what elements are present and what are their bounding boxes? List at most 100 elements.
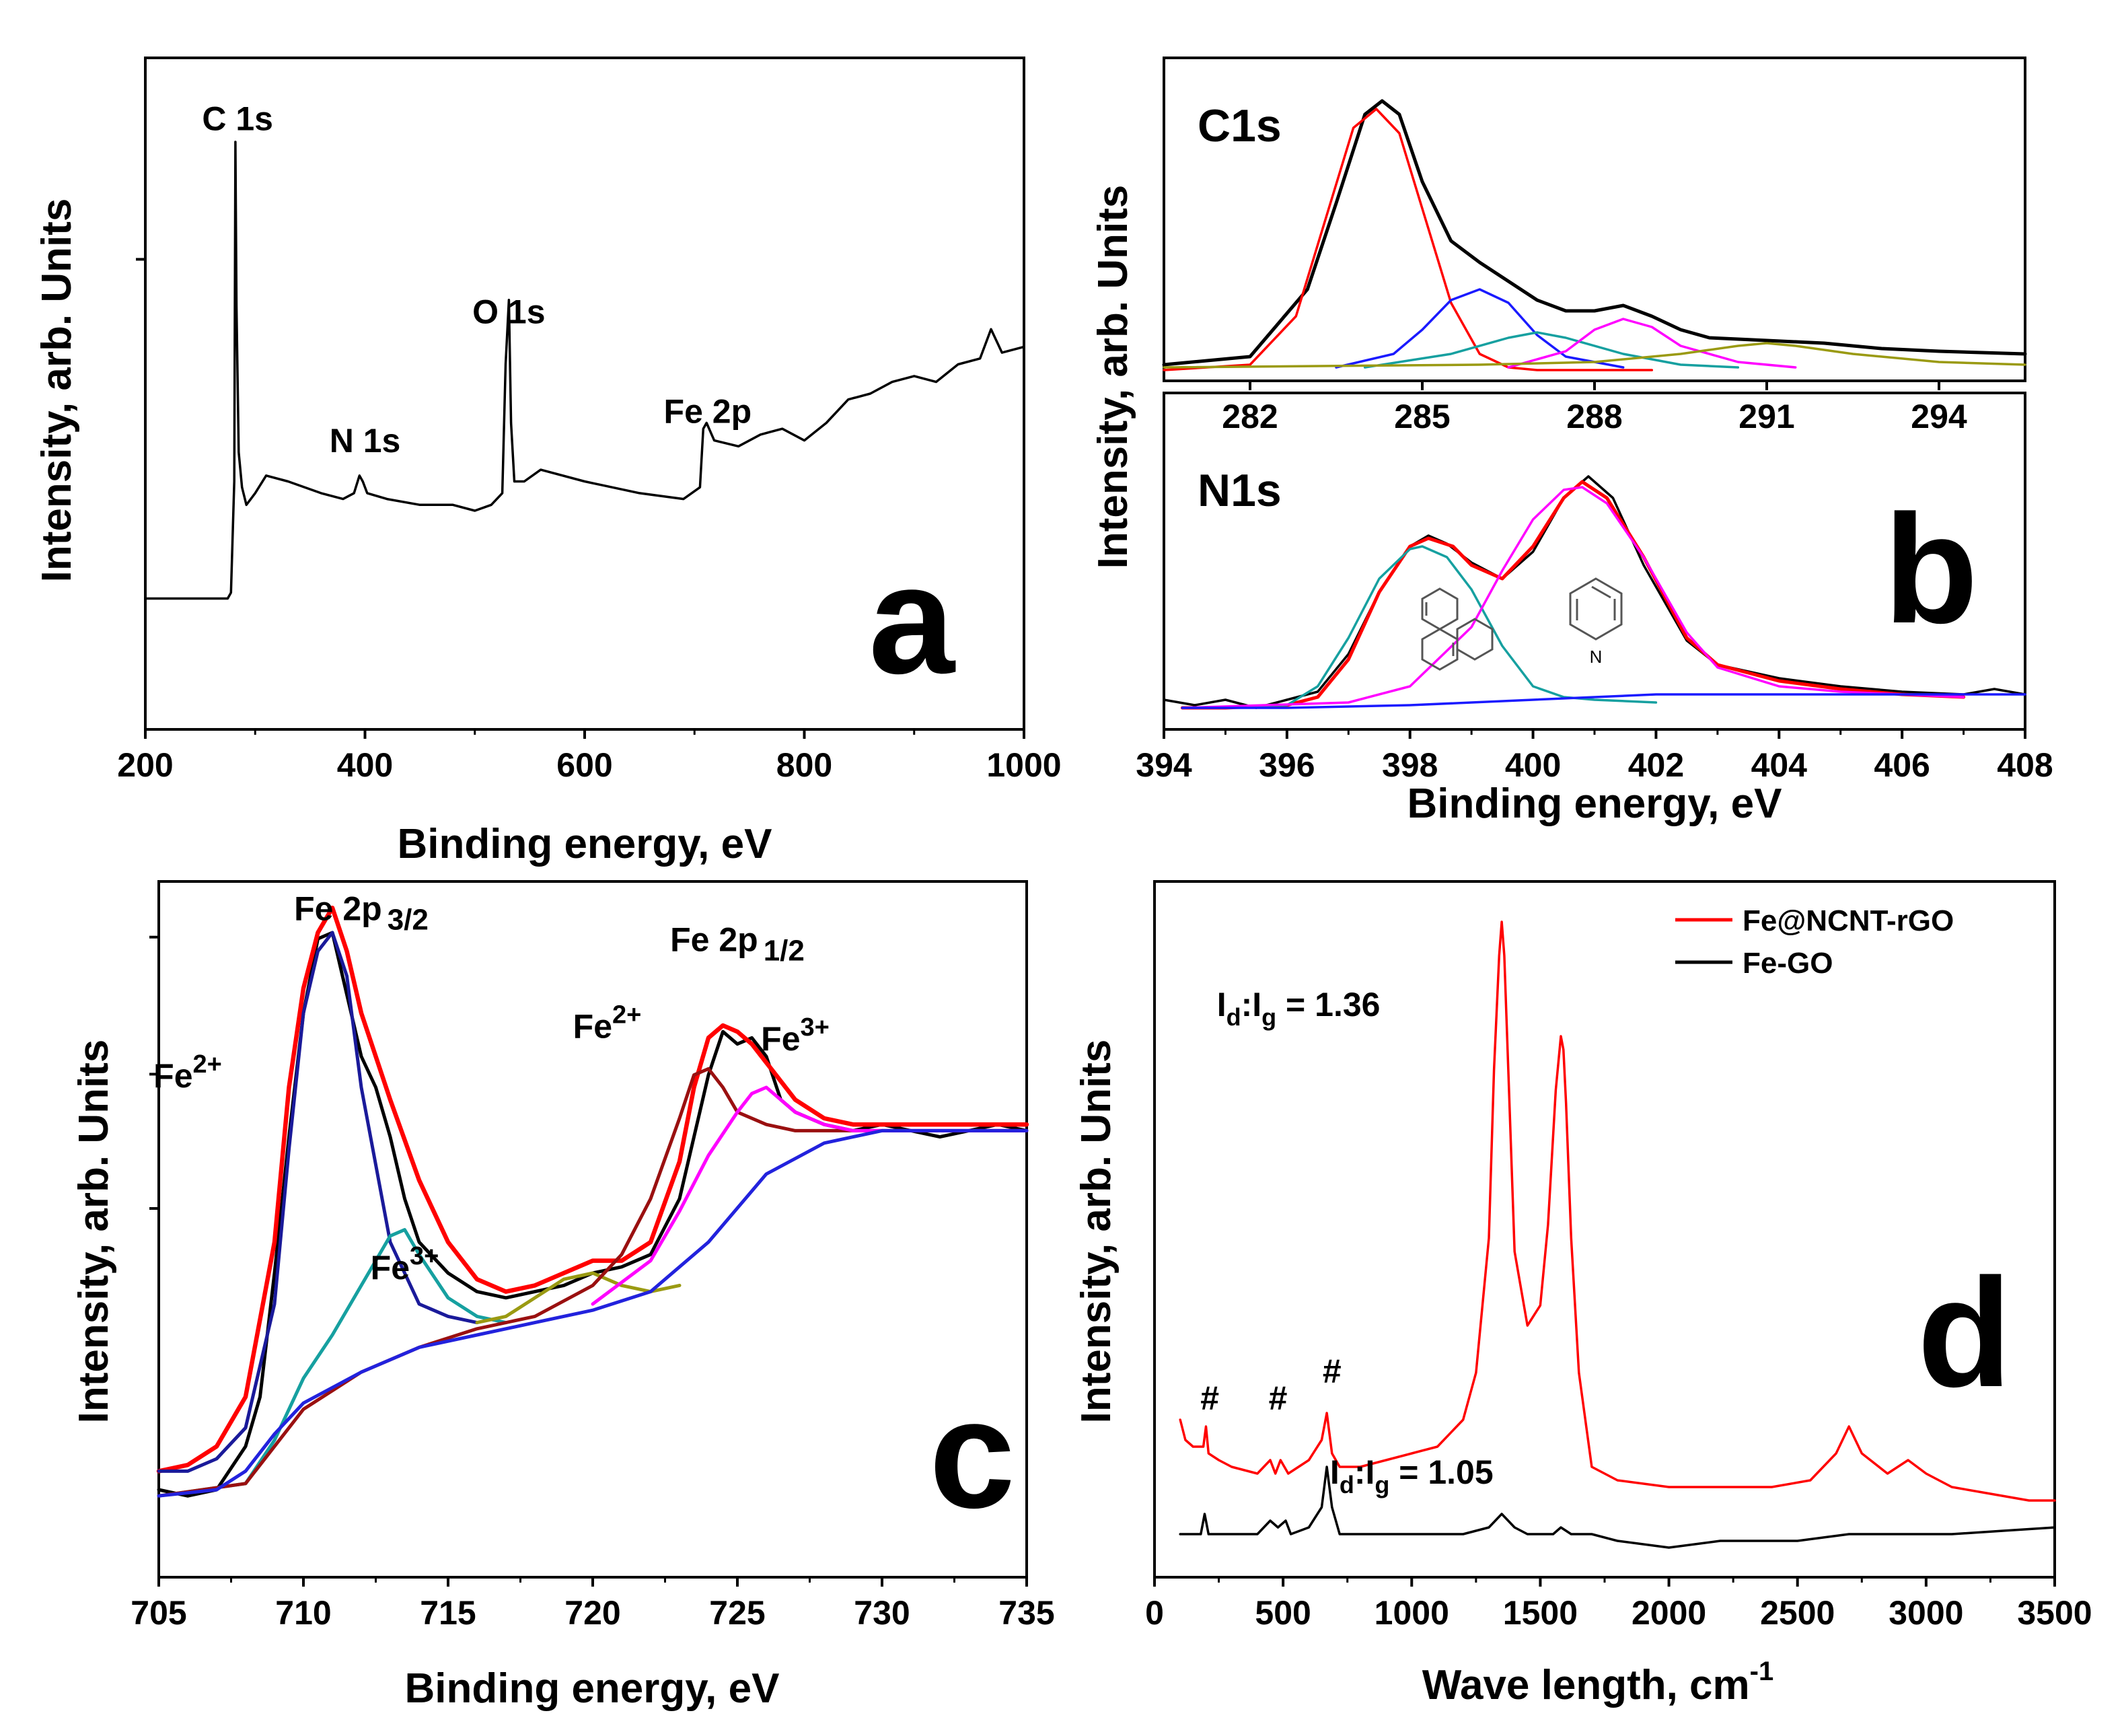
annotation-c-2: Fe2+: [153, 1050, 222, 1095]
series-line-c-satellite: [475, 1271, 682, 1325]
x-tick-label-bt-4: 294: [1911, 398, 1967, 435]
annotation-c-0: Fe 2p 3/2: [294, 890, 429, 937]
x-tick-label-d-7: 3500: [2017, 1594, 2092, 1632]
annotation-a-0: C 1s: [202, 100, 273, 138]
series-line-d-fe-go: [1179, 1466, 2056, 1549]
annotation-a-1: N 1s: [330, 422, 401, 460]
x-tick-label-c-6: 735: [998, 1594, 1054, 1632]
x-tick-label-a-4: 1000: [986, 746, 1061, 784]
panel-b: 282 285 288 291 294 394 396 398 400 402 404 406 408…: [1090, 57, 2053, 827]
series-line-bb-pyrrolic: [1181, 545, 1658, 709]
svg-text:N: N: [1590, 647, 1603, 667]
x-tick-label-c-0: 705: [131, 1594, 186, 1632]
panel-d-legend: Fe@NCNT-rGO Fe-GO: [1675, 904, 1954, 980]
series-line-bt-c-o: [1363, 331, 1740, 369]
panel-c-ylabel: Intensity, arb. Units: [71, 1040, 117, 1424]
x-tick-label-bb-7: 408: [1997, 746, 2053, 784]
x-tick-label-d-4: 2000: [1632, 1594, 1706, 1632]
panel-c-xlabel: Binding energy, eV: [405, 1665, 780, 1712]
x-tick-label-bb-2: 398: [1382, 746, 1438, 784]
series-line-bt-pi-pi: [1163, 342, 2026, 369]
series-line-bt-c-c-sp2: [1163, 108, 1654, 371]
x-tick-label-c-2: 715: [420, 1594, 476, 1632]
pyrrolic-structure-icon: [1421, 587, 1494, 671]
x-tick-label-bt-2: 288: [1566, 398, 1622, 435]
x-tick-label-a-2: 600: [556, 746, 612, 784]
panel-c: 705 710 715 720 725 730 735 Fe 2p 3/2Fe 2p 1/2Fe…: [71, 880, 1055, 1712]
annotation-c-5: Fe3+: [761, 1013, 830, 1058]
x-tick-label-bt-3: 291: [1738, 398, 1794, 435]
x-tick-label-bb-5: 404: [1751, 746, 1808, 784]
x-tick-label-d-0: 0: [1145, 1594, 1164, 1632]
panel-b-top-title: C1s: [1198, 100, 1282, 151]
panel-b-top-ticks: 282 285 288 291 294: [1222, 381, 1967, 435]
panel-c-ticks: 705 710 715 720 725 730 735: [131, 935, 1055, 1632]
x-tick-label-bt-1: 285: [1394, 398, 1450, 435]
series-line-bb-background: [1181, 693, 2026, 709]
x-tick-label-a-0: 200: [117, 746, 173, 784]
panel-b-letter: b: [1884, 482, 1979, 655]
annotation-c-3: Fe3+: [371, 1242, 439, 1287]
pyridine-structure-icon: N: [1569, 577, 1623, 667]
annotation-a-3: Fe 2p: [664, 393, 752, 431]
panel-a-ticks: 200 400 600 800 1000: [117, 258, 1062, 784]
x-tick-label-a-3: 800: [776, 746, 832, 784]
series-line-c-fe2-2p3-2: [157, 931, 479, 1473]
series-line-bb-pyridinic: [1181, 486, 1965, 709]
x-tick-label-a-1: 400: [337, 746, 393, 784]
x-tick-label-c-4: 725: [709, 1594, 765, 1632]
annotation-d-1: Id:Ig = 1.05: [1330, 1453, 1494, 1498]
panel-c-frame: [157, 880, 1028, 1579]
panel-b-ylabel: Intensity, arb. Units: [1090, 185, 1136, 569]
series-line-c-envelope: [156, 905, 1029, 1474]
x-tick-label-d-5: 2500: [1760, 1594, 1835, 1632]
annotation-d-4: #: [1323, 1352, 1342, 1390]
series-line-a-survey: [144, 141, 1025, 600]
panel-b-top-series: [1162, 99, 2027, 371]
panel-a-letter: a: [869, 533, 956, 706]
panel-a-series: [144, 141, 1025, 600]
annotation-c-1: Fe 2p 1/2: [670, 921, 805, 968]
x-tick-label-bb-4: 402: [1628, 746, 1684, 784]
panel-b-top-frame: [1163, 57, 2026, 382]
panel-b-bottom-ticks: 394 396 398 400 402 404 406 408: [1136, 729, 2053, 784]
series-line-bb-envelope: [1180, 480, 1966, 710]
panel-d-ylabel: Intensity, arb. Units: [1073, 1040, 1120, 1424]
x-tick-label-bb-3: 400: [1505, 746, 1561, 784]
panel-b-xlabel: Binding energy, eV: [1407, 781, 1782, 827]
series-line-bt-c-o: [1507, 318, 1797, 369]
panel-d: 0 500 1000 1500 2000 2500 3000 3500 Id:Ig = 1.3…: [1073, 880, 2092, 1708]
annotation-d-2: #: [1200, 1379, 1219, 1417]
panel-c-annotations: Fe 2p 3/2 Fe 2p 1/2 Fe2+ Fe3+ Fe2+ Fe3+: [153, 890, 830, 1287]
x-tick-label-c-1: 710: [275, 1594, 331, 1632]
series-line-c-fe3-2p1-2: [591, 1085, 1029, 1306]
x-tick-label-bb-0: 394: [1136, 746, 1192, 784]
x-tick-label-d-1: 500: [1255, 1594, 1311, 1632]
legend-label-fe-go: Fe-GO: [1743, 947, 1833, 980]
x-tick-label-d-3: 1500: [1503, 1594, 1578, 1632]
annotation-c-4: Fe2+: [573, 1001, 642, 1045]
panel-a-xlabel: Binding energy, eV: [398, 821, 772, 867]
series-line-bt-envelope: [1162, 99, 2027, 367]
x-tick-label-d-6: 3000: [1889, 1594, 1963, 1632]
legend-label-fe-ncnt-rgo: Fe@NCNT-rGO: [1743, 904, 1954, 937]
series-line-d-fe-ncnt-rgo: [1179, 920, 2056, 1502]
annotation-a-2: O 1s: [472, 293, 545, 331]
panel-d-xlabel: Wave length, cm-1: [1422, 1657, 1774, 1708]
panel-a-ylabel: Intensity, arb. Units: [34, 198, 80, 583]
series-line-bt-c-n: [1335, 288, 1625, 369]
series-line-bb-raw: [1163, 475, 2026, 709]
x-tick-label-d-2: 1000: [1375, 1594, 1449, 1632]
series-line-c-fe3-2p3-2: [157, 1228, 508, 1498]
panel-d-ticks: 0 500 1000 1500 2000 2500 3000 3500: [1145, 1577, 2092, 1632]
panel-c-letter: c: [929, 1367, 1015, 1540]
panel-b-bottom-title: N1s: [1198, 465, 1282, 516]
panel-d-series: [1179, 920, 2056, 1549]
panel-a: 200 400 600 800 1000 C 1s N 1s O 1s Fe 2p a Bin…: [34, 57, 1062, 867]
panel-d-letter: d: [1917, 1246, 2012, 1419]
x-tick-label-c-3: 720: [564, 1594, 620, 1632]
x-tick-label-bt-0: 282: [1222, 398, 1278, 435]
panel-d-annotations: Id:Ig = 1.36 Id:Ig = 1.05 # # #: [1200, 986, 1493, 1498]
panel-b-bottom-series: [1163, 475, 2026, 710]
